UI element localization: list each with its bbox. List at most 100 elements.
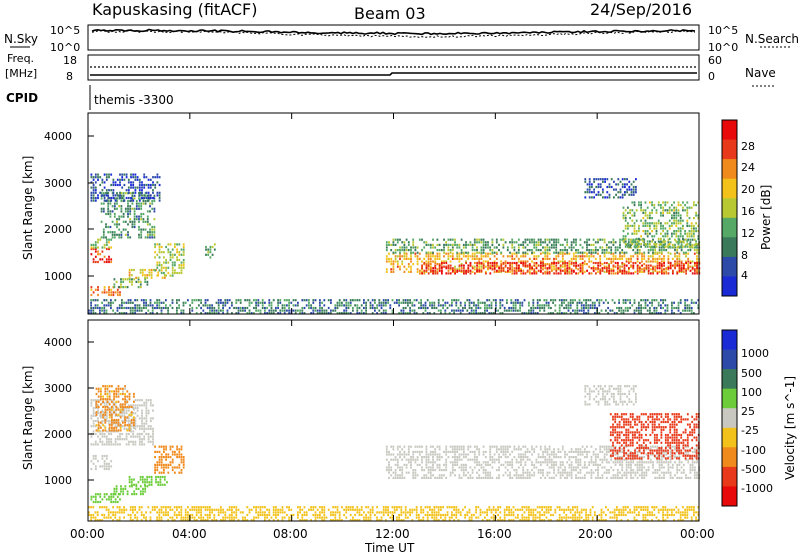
- velocity-cell-6-15: [158, 458, 161, 461]
- power-cell-13-170: [662, 245, 664, 248]
- noise-left-tick-bottom: 10^0: [50, 41, 80, 54]
- velocity-cell-6-3: [154, 463, 156, 466]
- velocity-cell-7-633: [499, 506, 502, 509]
- power-cell-13-124: [651, 240, 653, 243]
- power-cell-12-140: [484, 241, 487, 244]
- power-cell-9-784: [594, 304, 596, 307]
- velocity-cell-2-38: [161, 475, 164, 479]
- power-cell-12-183: [517, 249, 520, 252]
- velocity-cell-7-716: [545, 516, 548, 519]
- power-cell-13-209: [673, 211, 675, 214]
- power-cell-11-190: [566, 264, 569, 267]
- power-cell-0-16: [108, 293, 110, 297]
- power-cell-11-229: [599, 261, 602, 265]
- power-cell-12-449: [687, 249, 690, 252]
- velocity-cell-7-365: [323, 508, 326, 511]
- power-cell-5-143: [135, 199, 138, 203]
- power-cell-11-295: [652, 272, 654, 275]
- velocity-cell-7-709: [543, 506, 546, 509]
- power-cell-11-108: [507, 269, 509, 272]
- velocity-cell-5-65: [108, 398, 111, 401]
- velocity-cell-5-37: [102, 424, 104, 427]
- power-cell-13-56: [635, 243, 638, 246]
- velocity-cell-7-723: [550, 513, 552, 517]
- power-cell-12-229: [546, 238, 549, 241]
- velocity-cell-7-439: [369, 519, 372, 522]
- velocity-cell-4-15: [92, 422, 95, 425]
- power-cell-9-76: [134, 312, 136, 315]
- velocity-cell-6-86: [182, 463, 185, 466]
- velocity-cell-2-18: [146, 475, 149, 479]
- velocity-cell-4-260: [143, 430, 146, 433]
- power-cell-6-100: [130, 176, 132, 179]
- power-cell-6-82: [121, 178, 124, 181]
- power-cell-14-59: [617, 178, 620, 181]
- power-cell-7-13: [158, 248, 161, 251]
- power-cell-10-68: [421, 270, 423, 273]
- power-cell-9-196: [220, 301, 222, 304]
- power-cell-11-290: [647, 269, 650, 272]
- power-cell-12-283: [577, 251, 580, 254]
- power-cell-9-291: [279, 312, 282, 315]
- power-cell-12-408: [660, 243, 663, 246]
- power-cell-11-316: [669, 264, 672, 267]
- power-ytick-3000: 3000: [44, 177, 72, 190]
- power-cell-7-65: [176, 248, 178, 251]
- velocity-cell-4-188: [127, 443, 130, 446]
- power-cell-11-63: [469, 261, 472, 265]
- power-cell-9-837: [635, 309, 638, 312]
- velocity-cell-7-306: [281, 516, 284, 519]
- power-cell-13-216: [673, 245, 675, 248]
- velocity-cell-7-485: [400, 511, 403, 514]
- power-cell-10-37: [403, 265, 406, 268]
- power-cell-9-394: [345, 304, 348, 307]
- velocity-cell-0-20: [110, 493, 113, 496]
- velocity-cell-7-147: [187, 511, 189, 514]
- power-cell-7-80: [180, 264, 183, 267]
- power-cell-9-52: [121, 306, 123, 310]
- power-cell-10-272: [524, 260, 527, 263]
- velocity-cell-7-168: [198, 506, 200, 509]
- power-cell-1-27: [139, 283, 142, 286]
- power-cell-10-36: [403, 257, 406, 260]
- power-cell-9-741: [569, 304, 572, 307]
- power-cell-7-22: [160, 266, 163, 269]
- power-cell-5-212: [151, 225, 154, 229]
- power-cell-9-904: [679, 301, 682, 304]
- velocity-cell-4-267: [145, 406, 148, 410]
- velocity-cell-7-113: [167, 511, 169, 514]
- power-cell-5-209: [151, 199, 154, 203]
- power-cell-10-52: [410, 268, 412, 271]
- velocity-cell-7-625: [492, 519, 495, 522]
- power-cell-6-74: [119, 178, 121, 181]
- power-cell-9-567: [459, 301, 462, 304]
- power-cell-10-343: [561, 255, 564, 258]
- power-cell-9-914: [686, 306, 689, 310]
- velocity-cell-1-16: [126, 493, 129, 496]
- velocity-cell-4-151: [121, 414, 124, 417]
- power-cell-10-360: [568, 265, 571, 268]
- power-cell-9-623: [492, 312, 495, 315]
- velocity-cell-0-15: [103, 495, 106, 498]
- freq-line: [90, 72, 697, 76]
- power-cell-13-135: [655, 211, 658, 214]
- velocity-cell-5-15: [97, 424, 100, 427]
- velocity-cell-7-607: [481, 511, 484, 514]
- power-cell-9-572: [462, 309, 464, 312]
- power-cell-9-44: [116, 306, 119, 310]
- power-cell-10-296: [535, 270, 538, 273]
- power-cell-9-767: [585, 299, 587, 302]
- velocity-cell-7-2: [88, 513, 90, 517]
- velocity-cell-7-444: [376, 506, 378, 509]
- power-cell-9-367: [327, 306, 330, 310]
- power-cell-9-24: [101, 309, 103, 312]
- power-cell-12-29: [403, 249, 406, 252]
- velocity-cell-0-29: [114, 500, 117, 504]
- power-cell-10-533: [660, 263, 663, 266]
- power-cell-11-4: [421, 272, 423, 275]
- velocity-cell-7-566: [451, 506, 453, 509]
- velocity-cell-7-597: [473, 513, 475, 517]
- velocity-cell-6-4: [154, 466, 156, 469]
- velocity-cell-3-27: [110, 460, 113, 463]
- power-cell-9-207: [226, 301, 229, 304]
